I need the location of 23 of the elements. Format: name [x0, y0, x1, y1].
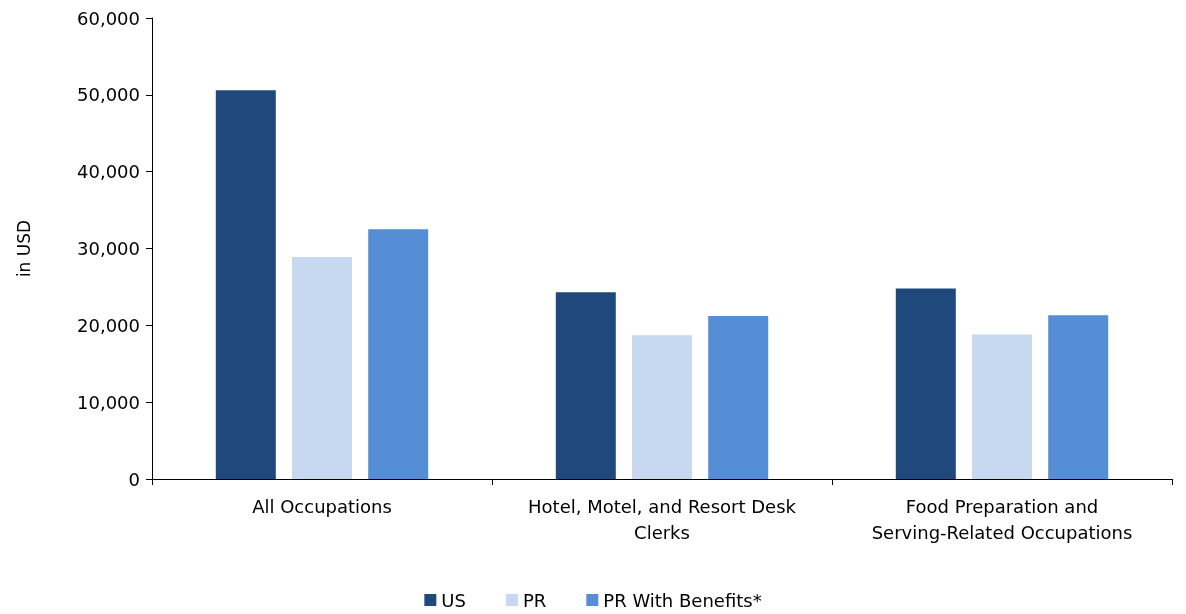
legend-label: PR With Benefits* [603, 589, 762, 611]
bar [1048, 315, 1109, 479]
bar [292, 256, 352, 479]
y-tick-label: 60,000 [77, 7, 140, 29]
y-tick-label: 20,000 [77, 314, 140, 336]
bar [632, 335, 692, 479]
bar [972, 334, 1032, 479]
bar [895, 288, 956, 479]
y-tick-label: 50,000 [77, 84, 140, 106]
y-tick-label: 40,000 [77, 161, 140, 183]
y-tick-label: 10,000 [77, 391, 140, 413]
x-tick-label: Hotel, Motel, and Resort Desk Clerks [528, 495, 797, 543]
legend-label: US [441, 589, 466, 611]
legend-label: PR [522, 589, 547, 611]
y-tick-label: 0 [128, 468, 140, 490]
y-axis-title: in USD [13, 219, 34, 278]
x-tick-label: Food Preparation and Serving-Related Occupations [871, 495, 1133, 543]
bar [555, 292, 616, 479]
x-tick-label: All Occupations [252, 495, 392, 517]
bar [368, 229, 429, 479]
bar [708, 316, 769, 479]
bar [215, 90, 276, 479]
y-tick-label: 30,000 [77, 238, 140, 259]
